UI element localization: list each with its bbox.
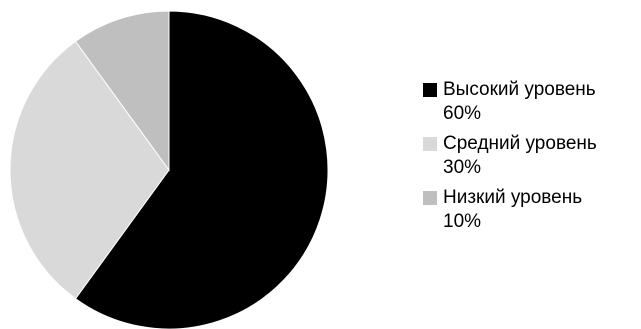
pie-slices (9, 10, 329, 329)
legend-label-medium: Средний уровень (443, 133, 597, 154)
legend-text-low: Низкий уровень 10% (443, 186, 582, 234)
legend-item-low: Низкий уровень 10% (423, 186, 639, 234)
pie-slice-low (74, 10, 170, 172)
legend-swatch-medium (423, 137, 437, 151)
legend-label-low: Низкий уровень (443, 187, 583, 208)
legend-label-high: Высокий уровень (443, 79, 596, 100)
pie-slice-high (74, 10, 329, 329)
legend-text-medium: Средний уровень 30% (443, 132, 597, 180)
legend-swatch-low (423, 191, 437, 205)
legend-item-medium: Средний уровень 30% (423, 132, 639, 180)
legend-text-high: Высокий уровень 60% (443, 78, 596, 126)
legend-swatch-high (423, 83, 437, 97)
legend-value-medium: 30% (443, 157, 482, 178)
legend: Высокий уровень 60% Средний уровень 30% … (423, 78, 639, 240)
legend-value-low: 10% (443, 211, 482, 232)
legend-value-high: 60% (443, 103, 482, 124)
pie-slice-medium (9, 40, 170, 300)
legend-item-high: Высокий уровень 60% (423, 78, 639, 126)
